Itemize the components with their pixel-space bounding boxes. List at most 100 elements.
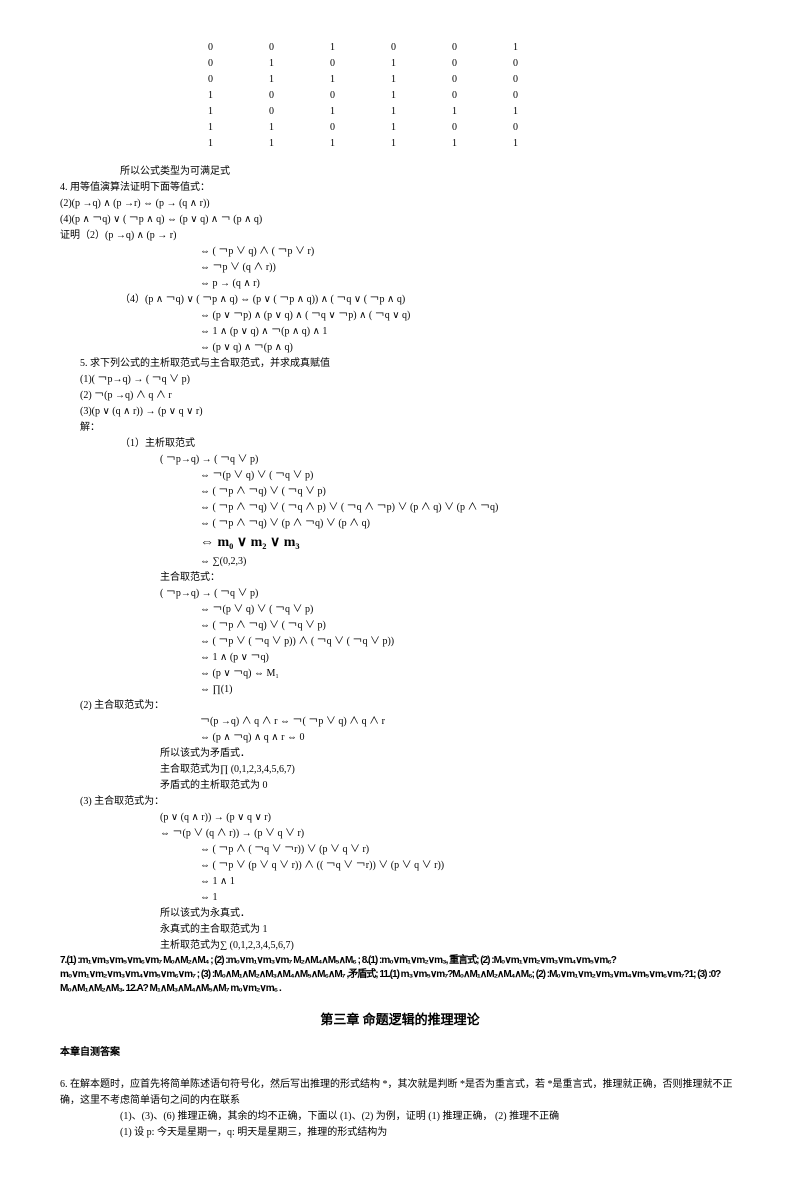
text: ⇔ 1 ∧ (p ∨ ￢q) [60, 650, 740, 666]
text: ⇔ (p ∨ q) ∧ ￢(p ∧ q) [60, 340, 740, 356]
text: ⇔ (p ∨ ￢p) ∧ (p ∨ q) ∧ ( ￢q ∨ ￢p) ∧ ( ￢q… [60, 308, 740, 324]
table-cell: 0 [485, 120, 546, 136]
table-row: 101111 [180, 104, 546, 120]
text: (p ∨ (q ∧ r)) → (p ∨ q ∨ r) [60, 810, 740, 826]
table-cell: 0 [485, 56, 546, 72]
table-cell: 1 [424, 104, 485, 120]
text: ⇔ (p ∧ ￢q) ∧ q ∧ r ⇔ 0 [60, 730, 740, 746]
table-cell: 1 [302, 72, 363, 88]
table-cell: 0 [424, 40, 485, 56]
table-cell: 0 [241, 104, 302, 120]
table-cell: 1 [302, 104, 363, 120]
text: ⇔ ( ￢p ∧ ( ￢q ∨ ￢r)) ∨ (p ∨ q ∨ r) [60, 842, 740, 858]
text: ⇔ ∏(1) [60, 682, 740, 698]
table-cell: 0 [302, 56, 363, 72]
text: 解： [60, 420, 740, 436]
section-heading: 本章自测答案 [60, 1045, 740, 1061]
text: ⇔ 1 [60, 890, 740, 906]
table-row: 111111 [180, 136, 546, 152]
text: 永真式的主合取范式为 1 [60, 922, 740, 938]
text: ⇔ ( ￢p ∨ (p ∨ q ∨ r)) ∧ (( ￢q ∨ ￢r)) ∨ (… [60, 858, 740, 874]
table-cell: 0 [302, 88, 363, 104]
text: 主析取范式为∑ (0,1,2,3,4,5,6,7) [60, 938, 740, 954]
text: ⇔ ￢(p ∨ (q ∧ r)) → (p ∨ q ∨ r) [60, 826, 740, 842]
text: (3) 主合取范式为： [60, 794, 740, 810]
text: 证明（2）(p →q) ∧ (p → r) [60, 228, 740, 244]
text: ⇔ p → (q ∧ r) [60, 276, 740, 292]
text: ( ￢p→q) → ( ￢q ∨ p) [60, 452, 740, 468]
text: ⇔ ∑(0,2,3) [60, 554, 740, 570]
table-cell: 1 [180, 104, 241, 120]
table-cell: 1 [363, 104, 424, 120]
text: 所以公式类型为可满足式 [60, 164, 740, 180]
table-row: 100100 [180, 88, 546, 104]
table-cell: 1 [180, 120, 241, 136]
text: ⇔ ￢p ∨ (q ∧ r)) [60, 260, 740, 276]
text: ⇔ ( ￢p ∧ ￢q) ∨ ( ￢q ∨ p) [60, 618, 740, 634]
table-cell: 1 [485, 40, 546, 56]
table-cell: 1 [180, 88, 241, 104]
table-row: 110100 [180, 120, 546, 136]
text: ( ￢p→q) → ( ￢q ∨ p) [60, 586, 740, 602]
text: ⇔ ￢(p ∨ q) ∨ ( ￢q ∨ p) [60, 468, 740, 484]
formula-block: 7.(1) :m₁∨m₃∨m₅∨m₆∨m₇ M₀∧M₂∧M₄ ; (2) :m₀… [60, 954, 740, 996]
truth-table: 0010010101000111001001001011111101001111… [180, 40, 546, 152]
text: ⇔ ( ￢p ∧ ￢q) ∨ (p ∧ ￢q) ∨ (p ∧ q) [60, 516, 740, 532]
text: 5. 求下列公式的主析取范式与主合取范式，并求成真赋值 [60, 356, 740, 372]
table-cell: 0 [302, 120, 363, 136]
table-row: 010100 [180, 56, 546, 72]
table-cell: 0 [241, 40, 302, 56]
text: 矛盾式的主析取范式为 0 [60, 778, 740, 794]
table-cell: 0 [424, 56, 485, 72]
text: (2) 主合取范式为： [60, 698, 740, 714]
text: ⇔ m₀ ∨ m₂ ∨ m₃ [60, 532, 740, 554]
text: (2) ￢(p →q) ∧ q ∧ r [60, 388, 740, 404]
table-cell: 0 [424, 72, 485, 88]
table-cell: 0 [180, 40, 241, 56]
table-row: 001001 [180, 40, 546, 56]
text: 所以该式为永真式． [60, 906, 740, 922]
text: ⇔ ( ￢p ∨ q) ∧ ( ￢p ∨ r) [60, 244, 740, 260]
text: ⇔ ￢(p ∨ q) ∨ ( ￢q ∨ p) [60, 602, 740, 618]
text: (1) 设 p: 今天是星期一，q: 明天是星期三，推理的形式结构为 [60, 1125, 740, 1141]
table-cell: 0 [241, 88, 302, 104]
table-cell: 1 [485, 136, 546, 152]
text: ⇔ ( ￢p ∨ ( ￢q ∨ p)) ∧ ( ￢q ∨ ( ￢q ∨ p)) [60, 634, 740, 650]
text: ⇔ 1 ∧ (p ∨ q) ∧ ￢(p ∧ q) ∧ 1 [60, 324, 740, 340]
table-cell: 0 [424, 88, 485, 104]
table-cell: 1 [241, 136, 302, 152]
table-cell: 1 [424, 136, 485, 152]
table-cell: 0 [363, 40, 424, 56]
text: (3)(p ∨ (q ∧ r)) → (p ∨ q ∨ r) [60, 404, 740, 420]
table-cell: 1 [241, 56, 302, 72]
chapter-title: 第三章 命题逻辑的推理理论 [60, 1010, 740, 1031]
text: ￢(p →q) ∧ q ∧ r ⇔ ￢( ￢p ∨ q) ∧ q ∧ r [60, 714, 740, 730]
text: (1)、(3)、(6) 推理正确，其余的均不正确，下面以 (1)、(2) 为例，… [60, 1109, 740, 1125]
text: ⇔ ( ￢p ∧ ￢q) ∨ ( ￢q ∧ p) ∨ ( ￢q ∧ ￢p) ∨ … [60, 500, 740, 516]
text: (1)( ￢p→q) → ( ￢q ∨ p) [60, 372, 740, 388]
text: 6. 在解本题时，应首先将简单陈述语句符号化，然后写出推理的形式结构 *，其次就… [60, 1077, 740, 1109]
text: 4. 用等值演算法证明下面等值式： [60, 180, 740, 196]
table-cell: 1 [363, 72, 424, 88]
table-cell: 0 [180, 72, 241, 88]
table-cell: 1 [241, 120, 302, 136]
text: 主合取范式为∏ (0,1,2,3,4,5,6,7) [60, 762, 740, 778]
table-cell: 1 [485, 104, 546, 120]
table-row: 011100 [180, 72, 546, 88]
table-cell: 1 [302, 40, 363, 56]
table-cell: 1 [180, 136, 241, 152]
text: （1）主析取范式 [60, 436, 740, 452]
table-cell: 1 [363, 120, 424, 136]
table-cell: 0 [485, 88, 546, 104]
table-cell: 1 [241, 72, 302, 88]
text: 主合取范式： [60, 570, 740, 586]
table-cell: 1 [363, 88, 424, 104]
text: 所以该式为矛盾式． [60, 746, 740, 762]
text: (2)(p →q) ∧ (p →r) ⇔ (p → (q ∧ r)) [60, 196, 740, 212]
text: （4）(p ∧ ￢q) ∨ ( ￢p ∧ q) ⇔ (p ∨ ( ￢p ∧ q)… [60, 292, 740, 308]
table-cell: 0 [180, 56, 241, 72]
table-cell: 1 [363, 56, 424, 72]
table-cell: 0 [424, 120, 485, 136]
table-cell: 1 [363, 136, 424, 152]
text: ⇔ ( ￢p ∧ ￢q) ∨ ( ￢q ∨ p) [60, 484, 740, 500]
